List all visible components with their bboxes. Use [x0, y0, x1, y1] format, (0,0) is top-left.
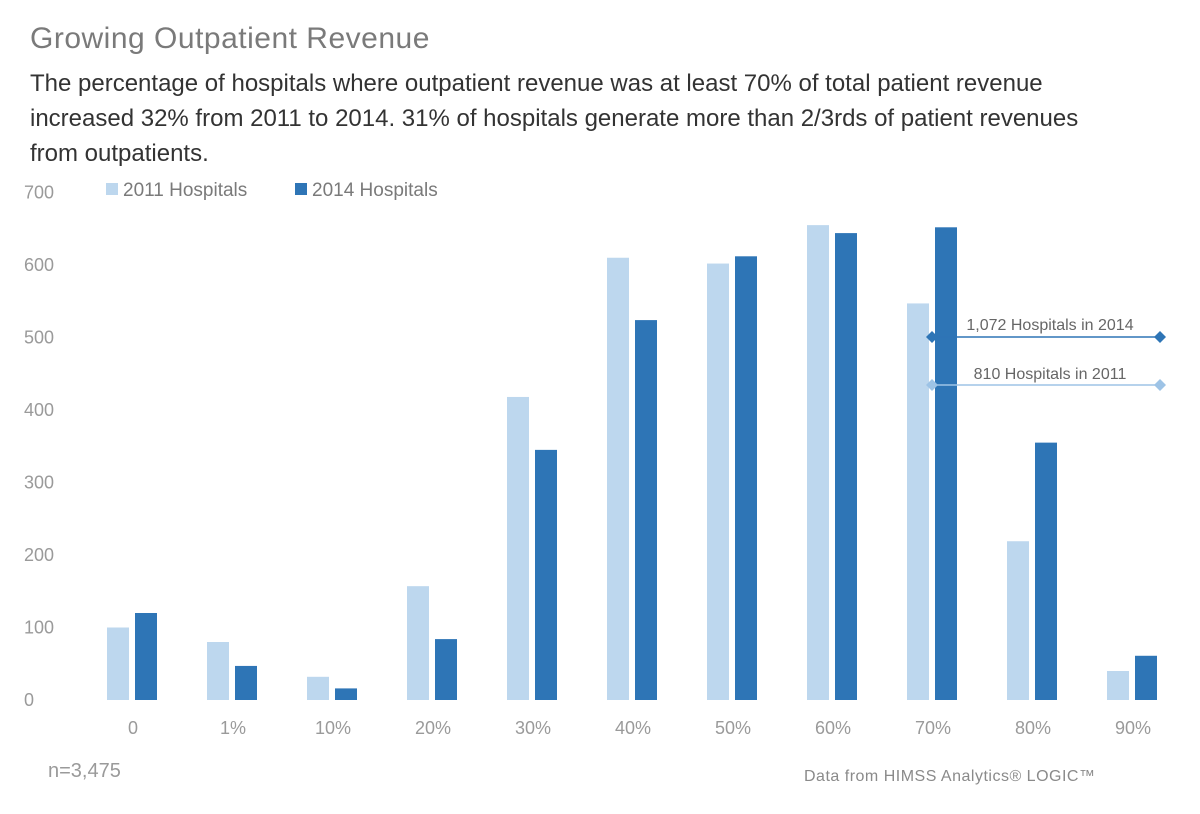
x-tick-label: 0	[128, 718, 138, 738]
y-tick-label: 0	[24, 690, 34, 710]
bar-2011-8	[907, 303, 929, 700]
bar-2011-9	[1007, 541, 1029, 700]
annotations: 1,072 Hospitals in 2014 810 Hospitals in …	[926, 317, 1166, 391]
x-tick-label: 40%	[615, 718, 651, 738]
y-tick-label: 100	[24, 618, 54, 638]
bar-2014-2	[335, 688, 357, 700]
y-tick-label: 400	[24, 400, 54, 420]
bar-2014-7	[835, 233, 857, 700]
x-tick-label: 70%	[915, 718, 951, 738]
legend-label: 2014 Hospitals	[312, 180, 438, 201]
bar-2014-8	[935, 227, 957, 701]
x-tick-label: 50%	[715, 718, 751, 738]
annotation-marker	[1154, 379, 1166, 391]
annotation-marker	[926, 331, 938, 343]
y-tick-label: 500	[24, 328, 54, 348]
x-tick-label: 60%	[815, 718, 851, 738]
bar-2011-7	[807, 225, 829, 700]
bar-2014-0	[135, 613, 157, 700]
annotation-marker	[926, 379, 938, 391]
annotation-label: 810 Hospitals in 2011	[974, 366, 1127, 383]
bar-2014-9	[1035, 442, 1057, 700]
x-tick-label: 10%	[315, 718, 351, 738]
bar-2011-5	[607, 257, 629, 700]
bar-2011-1	[207, 642, 229, 700]
x-tick-label: 30%	[515, 718, 551, 738]
bar-2014-3	[435, 639, 457, 700]
data-source-note: Data from HIMSS Analytics® LOGIC™	[804, 768, 1096, 785]
legend-swatch	[295, 183, 307, 195]
y-tick-label: 200	[24, 545, 54, 565]
bar-2014-5	[635, 320, 657, 700]
x-tick-label: 1%	[220, 718, 246, 738]
legend: 2011 Hospitals 2014 Hospitals	[106, 180, 438, 201]
bar-2014-10	[1135, 655, 1157, 700]
x-tick-label: 80%	[1015, 718, 1051, 738]
chart-subtitle: The percentage of hospitals where outpat…	[30, 70, 1079, 167]
legend-label: 2011 Hospitals	[123, 180, 247, 201]
bar-2014-1	[235, 665, 257, 700]
legend-swatch	[106, 183, 118, 195]
y-tick-label: 600	[24, 255, 54, 275]
bar-2011-4	[507, 396, 529, 700]
x-tick-label: 20%	[415, 718, 451, 738]
bar-2011-10	[1107, 671, 1129, 700]
bar-2014-4	[535, 449, 557, 700]
annotation-marker	[1154, 331, 1166, 343]
y-tick-label: 700	[24, 183, 54, 203]
bar-2011-0	[107, 627, 129, 700]
x-axis: 0 1% 10% 20% 30% 40% 50% 60% 70% 80% 90%	[128, 718, 1151, 738]
x-tick-label: 90%	[1115, 718, 1151, 738]
annotation-label: 1,072 Hospitals in 2014	[966, 317, 1133, 334]
y-axis: 0 100 200 300 400 500 600 700	[24, 183, 54, 711]
bar-2011-2	[307, 676, 329, 700]
bar-series	[107, 225, 1157, 701]
bar-2014-6	[735, 256, 757, 700]
chart-title: Growing Outpatient Revenue	[30, 22, 430, 55]
sample-size-note: n=3,475	[48, 760, 121, 782]
bar-2011-3	[407, 586, 429, 700]
bar-2011-6	[707, 263, 729, 700]
y-tick-label: 300	[24, 473, 54, 493]
